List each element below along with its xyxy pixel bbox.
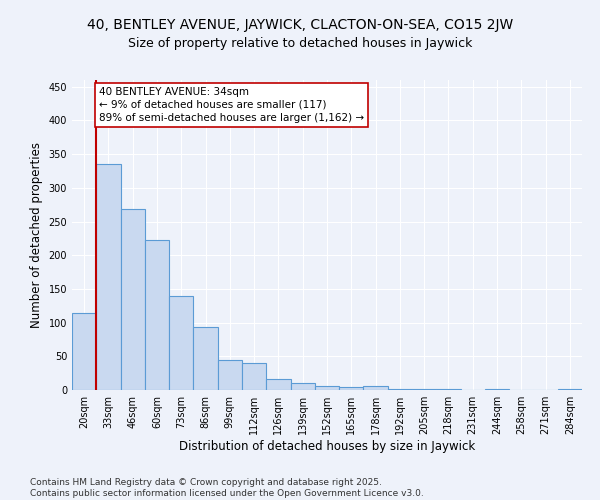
Text: Size of property relative to detached houses in Jaywick: Size of property relative to detached ho… [128, 38, 472, 51]
Bar [315, 386, 339, 390]
Bar [266, 379, 290, 390]
Text: 40 BENTLEY AVENUE: 34sqm
← 9% of detached houses are smaller (117)
89% of semi-d: 40 BENTLEY AVENUE: 34sqm ← 9% of detache… [99, 86, 364, 123]
Text: 40, BENTLEY AVENUE, JAYWICK, CLACTON-ON-SEA, CO15 2JW: 40, BENTLEY AVENUE, JAYWICK, CLACTON-ON-… [87, 18, 513, 32]
Text: Contains HM Land Registry data © Crown copyright and database right 2025.
Contai: Contains HM Land Registry data © Crown c… [30, 478, 424, 498]
Bar [290, 384, 315, 390]
X-axis label: Distribution of detached houses by size in Jaywick: Distribution of detached houses by size … [179, 440, 475, 453]
Bar [218, 360, 242, 390]
Bar [96, 164, 121, 390]
Bar [364, 386, 388, 390]
Bar [193, 328, 218, 390]
Bar [242, 363, 266, 390]
Bar [339, 386, 364, 390]
Y-axis label: Number of detached properties: Number of detached properties [30, 142, 43, 328]
Bar [72, 312, 96, 390]
Bar [145, 240, 169, 390]
Bar [388, 388, 412, 390]
Bar [121, 210, 145, 390]
Bar [169, 296, 193, 390]
